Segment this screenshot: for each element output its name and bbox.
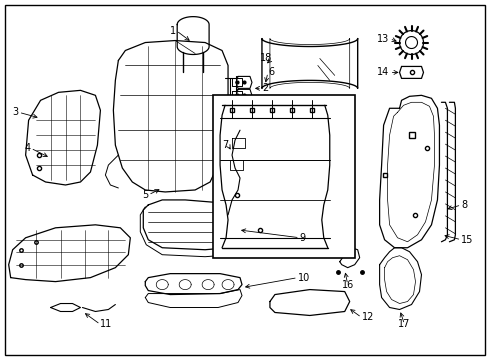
Text: 10: 10: [298, 273, 310, 283]
Text: 9: 9: [300, 233, 306, 243]
Text: 18: 18: [260, 54, 272, 63]
Text: 14: 14: [377, 67, 390, 77]
Text: 6: 6: [268, 67, 274, 77]
Text: 13: 13: [377, 33, 390, 44]
Text: 11: 11: [100, 319, 113, 329]
Text: 2: 2: [262, 84, 268, 93]
Text: 17: 17: [398, 319, 411, 329]
Bar: [213, 95, 355, 258]
Text: 1: 1: [170, 26, 176, 36]
Text: 4: 4: [24, 143, 30, 153]
Text: 5: 5: [142, 190, 148, 200]
Text: 15: 15: [462, 235, 474, 245]
Text: 16: 16: [342, 280, 354, 289]
Text: 12: 12: [362, 312, 374, 323]
Text: 3: 3: [13, 107, 19, 117]
Text: 8: 8: [462, 200, 467, 210]
Text: 7: 7: [222, 140, 228, 150]
